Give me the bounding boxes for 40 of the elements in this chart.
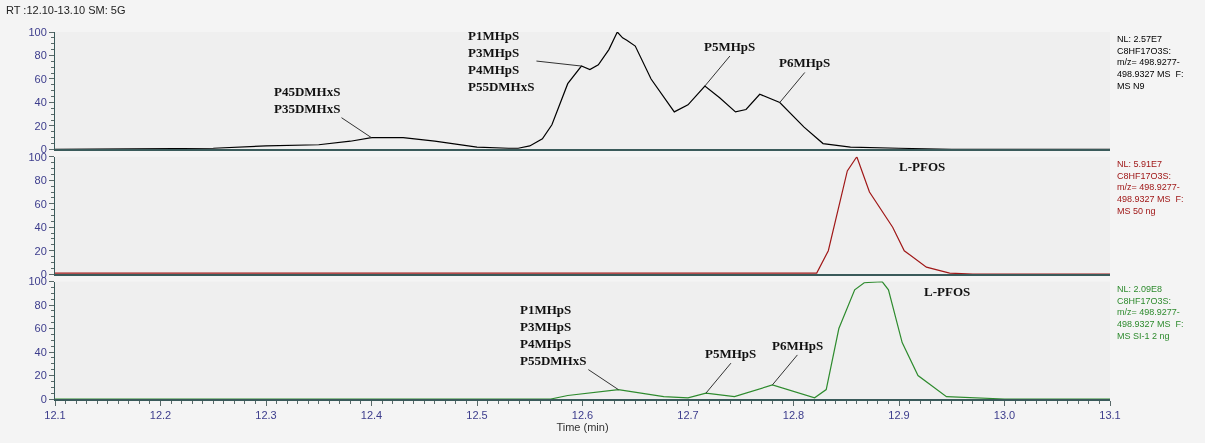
y-tick-label: 60 xyxy=(34,197,47,210)
y-tick-label: 60 xyxy=(34,322,47,335)
x-tick-label: 12.1 xyxy=(44,408,66,421)
y-tick-label: 60 xyxy=(34,72,47,85)
chart-title: RT :12.10-13.10 SM: 5G xyxy=(6,4,126,17)
annotation: P5MHpS xyxy=(705,346,757,361)
x-tick-label: 12.3 xyxy=(255,408,277,421)
y-tick-label: 20 xyxy=(34,119,47,132)
text: NL: 5.91E7 C8HF17O3S: m/z= 498.9277- 498.9327 MS F: MS 50 ng xyxy=(1117,159,1184,216)
y-tick-label: 80 xyxy=(34,174,47,187)
x-tick-label: 12.6 xyxy=(571,408,594,421)
x-tick-label: 12.8 xyxy=(782,408,805,421)
text: NL: 2.09E8 C8HF17O3S: m/z= 498.9277- 498.9327 MS F: MS SI-1 2 ng xyxy=(1117,284,1184,341)
annotation: L-PFOS xyxy=(924,284,971,299)
line-series xyxy=(55,281,1110,399)
x-tick-label: 12.5 xyxy=(466,408,488,421)
annotation: P6MHpS xyxy=(779,55,831,70)
annotation: P1MHpS P3MHpS P4MHpS P55DMHxS xyxy=(468,28,535,94)
y-tick-label: 80 xyxy=(34,298,47,311)
y-tick-label: 0 xyxy=(40,392,47,405)
y-tick-label: 80 xyxy=(34,49,47,62)
x-axis-title: Time (min) xyxy=(556,420,609,433)
y-tick-label: 20 xyxy=(34,369,47,382)
annotation: P6MHpS xyxy=(772,338,824,353)
y-tick-label: 40 xyxy=(34,345,47,358)
annotation: P5MHpS xyxy=(704,39,756,54)
x-tick-label: 12.7 xyxy=(677,408,699,421)
y-tick-label: 100 xyxy=(28,25,47,38)
y-tick-label: 40 xyxy=(34,96,47,109)
y-tick-label: 20 xyxy=(34,244,47,257)
x-tick-label: 13.0 xyxy=(993,408,1016,421)
annotation: L-PFOS xyxy=(899,159,946,174)
x-tick-label: 12.9 xyxy=(888,408,910,421)
x-tick-label: 12.2 xyxy=(149,408,172,421)
annotation: P1MHpS P3MHpS P4MHpS P55DMHxS xyxy=(520,302,587,368)
x-tick-label: 13.1 xyxy=(1099,408,1121,421)
y-tick-label: 40 xyxy=(34,221,47,234)
text: NL: 2.57E7 C8HF17O3S: m/z= 498.9277- 498.9327 MS F: MS N9 xyxy=(1117,34,1184,91)
annotation: P45DMHxS P35DMHxS xyxy=(274,84,341,116)
x-tick-label: 12.4 xyxy=(360,408,383,421)
